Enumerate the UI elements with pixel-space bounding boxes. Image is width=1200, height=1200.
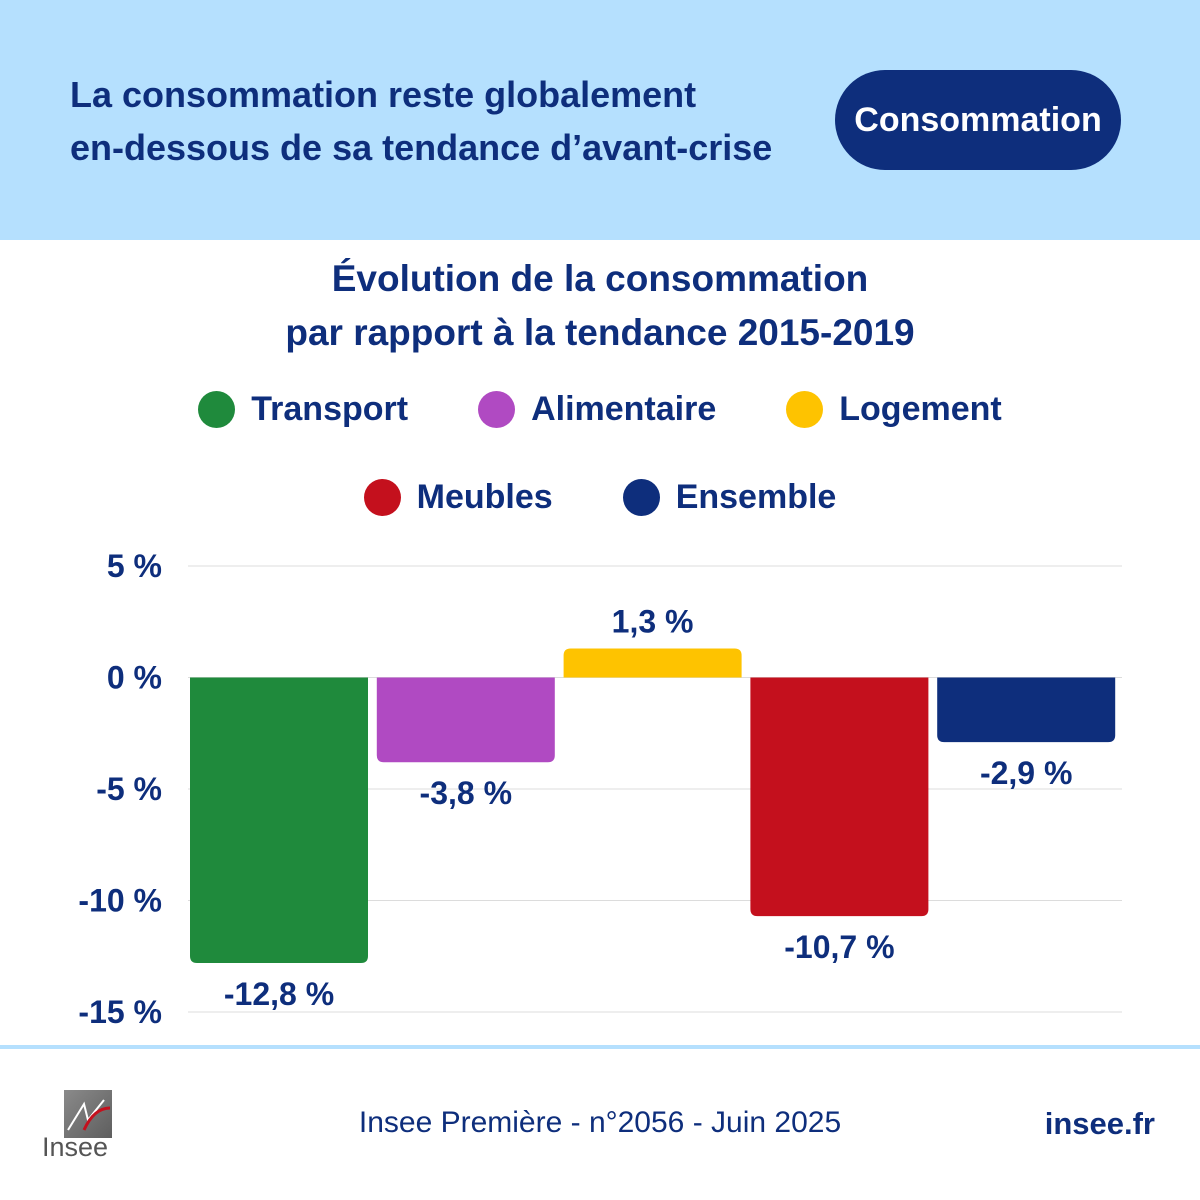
headline-line-2: en-dessous de sa tendance d’avant-crise	[70, 127, 773, 168]
legend-item-alimentaire: Alimentaire	[478, 390, 716, 429]
legend-dot-logement	[786, 391, 824, 428]
y-tick-label: -10 %	[78, 883, 162, 919]
header-banner: La consommation reste globalement en-des…	[0, 0, 1200, 240]
chart-title-line-2: par rapport à la tendance 2015-2019	[285, 312, 915, 353]
topic-tag: Consommation	[835, 70, 1121, 170]
chart-title: Évolution de la consommation par rapport…	[0, 252, 1200, 360]
bar-ensemble	[937, 677, 1116, 743]
logo-mark	[64, 1090, 112, 1138]
value-label-meubles: -10,7 %	[784, 929, 894, 965]
bar-chart: 5 %0 %-5 %-10 %-15 % -12,8 %-3,8 %1,3 %-…	[78, 548, 1122, 1030]
chart-title-line-1: Évolution de la consommation	[331, 258, 869, 299]
legend-dot-meubles	[363, 479, 401, 516]
legend-item-logement: Logement	[786, 390, 1002, 429]
headline-line-1: La consommation reste globalement	[70, 74, 697, 115]
legend-dot-alimentaire	[478, 391, 516, 428]
y-tick-label: -15 %	[78, 994, 162, 1030]
legend-label-logement: Logement	[839, 390, 1002, 428]
legend-dot-transport	[198, 391, 236, 428]
site-link[interactable]: insee.fr	[1044, 1106, 1155, 1141]
legend-row-2: Meubles Ensemble	[0, 478, 1200, 517]
legend-row-1: Transport Alimentaire Logement	[0, 390, 1200, 429]
y-axis-ticks: 5 % 0 % -5 % -10 % -15 %	[78, 548, 162, 1030]
bar-meubles	[750, 677, 929, 917]
value-label-logement: 1,3 %	[612, 604, 694, 640]
legend-dot-ensemble	[622, 479, 660, 516]
legend-item-meubles: Meubles	[363, 478, 553, 517]
y-tick-label: 0 %	[107, 660, 162, 696]
bars	[190, 648, 1116, 963]
value-label-ensemble: -2,9 %	[980, 755, 1072, 791]
value-label-alimentaire: -3,8 %	[420, 775, 512, 811]
y-tick-label: 5 %	[107, 548, 162, 584]
bar-alimentaire	[376, 677, 555, 763]
logo-swoosh-icon	[67, 1099, 111, 1131]
y-tick-label: -5 %	[96, 771, 162, 807]
insee-logo: Insee	[42, 1090, 114, 1162]
legend-item-ensemble: Ensemble	[622, 478, 837, 517]
bar-transport	[190, 677, 368, 963]
value-labels: -12,8 % -3,8 % 1,3 % -10,7 % -2,9 %	[224, 604, 1073, 1012]
legend-label-transport: Transport	[251, 390, 409, 428]
headline: La consommation reste globalement en-des…	[70, 68, 830, 174]
legend-label-ensemble: Ensemble	[675, 478, 837, 516]
footer-divider	[0, 1045, 1200, 1049]
logo-wordmark: Insee	[42, 1132, 109, 1162]
legend-label-meubles: Meubles	[416, 478, 553, 516]
legend-item-transport: Transport	[198, 390, 408, 429]
legend-label-alimentaire: Alimentaire	[531, 390, 717, 428]
bar-logement	[563, 648, 742, 678]
source-citation: Insee Première - n°2056 - Juin 2025	[358, 1106, 842, 1139]
value-label-transport: -12,8 %	[224, 976, 334, 1012]
